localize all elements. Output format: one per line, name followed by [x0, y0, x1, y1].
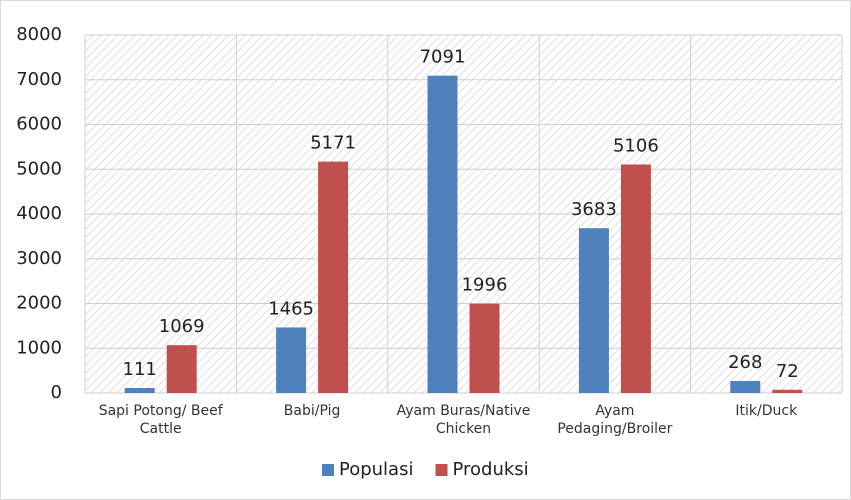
bar [427, 75, 458, 394]
data-label: 3683 [571, 199, 617, 220]
legend-label: Populasi [339, 459, 413, 480]
y-tick-label: 8000 [16, 24, 62, 45]
bar [318, 161, 349, 393]
x-tick-label: Itik/Duck [735, 403, 798, 419]
y-tick-label: 5000 [16, 158, 62, 179]
y-tick-label: 7000 [16, 69, 62, 90]
y-tick-label: 3000 [16, 248, 62, 269]
y-tick-label: 4000 [16, 203, 62, 224]
x-tick-label: Sapi Potong/ Beef Cattle [98, 403, 223, 437]
data-label: 1465 [268, 298, 314, 319]
y-tick-label: 6000 [16, 114, 62, 135]
x-tick-label: Babi/Pig [283, 403, 341, 419]
y-tick-label: 0 [51, 382, 62, 403]
bar [772, 389, 803, 393]
x-tick-label: Ayam Buras/Native Chicken [396, 403, 531, 437]
bar [276, 327, 307, 393]
legend-swatch [435, 464, 448, 476]
data-label: 1069 [159, 316, 205, 337]
bar [578, 228, 609, 393]
data-label: 1996 [462, 275, 508, 296]
y-tick-label: 1000 [16, 337, 62, 358]
bar [166, 345, 197, 393]
legend-label: Produksi [452, 459, 528, 480]
data-label: 5171 [310, 133, 356, 154]
data-label: 7091 [420, 47, 466, 68]
data-label: 72 [776, 361, 799, 382]
bar [469, 303, 500, 393]
y-tick-label: 2000 [16, 293, 62, 314]
data-label: 5106 [613, 136, 659, 157]
x-tick-label: Ayam Pedaging/Broiler [557, 403, 673, 437]
legend-swatch [322, 464, 334, 476]
bar [620, 164, 651, 393]
bar [124, 388, 155, 393]
data-label: 111 [123, 359, 157, 380]
data-label: 268 [728, 352, 762, 373]
bar [730, 381, 761, 393]
